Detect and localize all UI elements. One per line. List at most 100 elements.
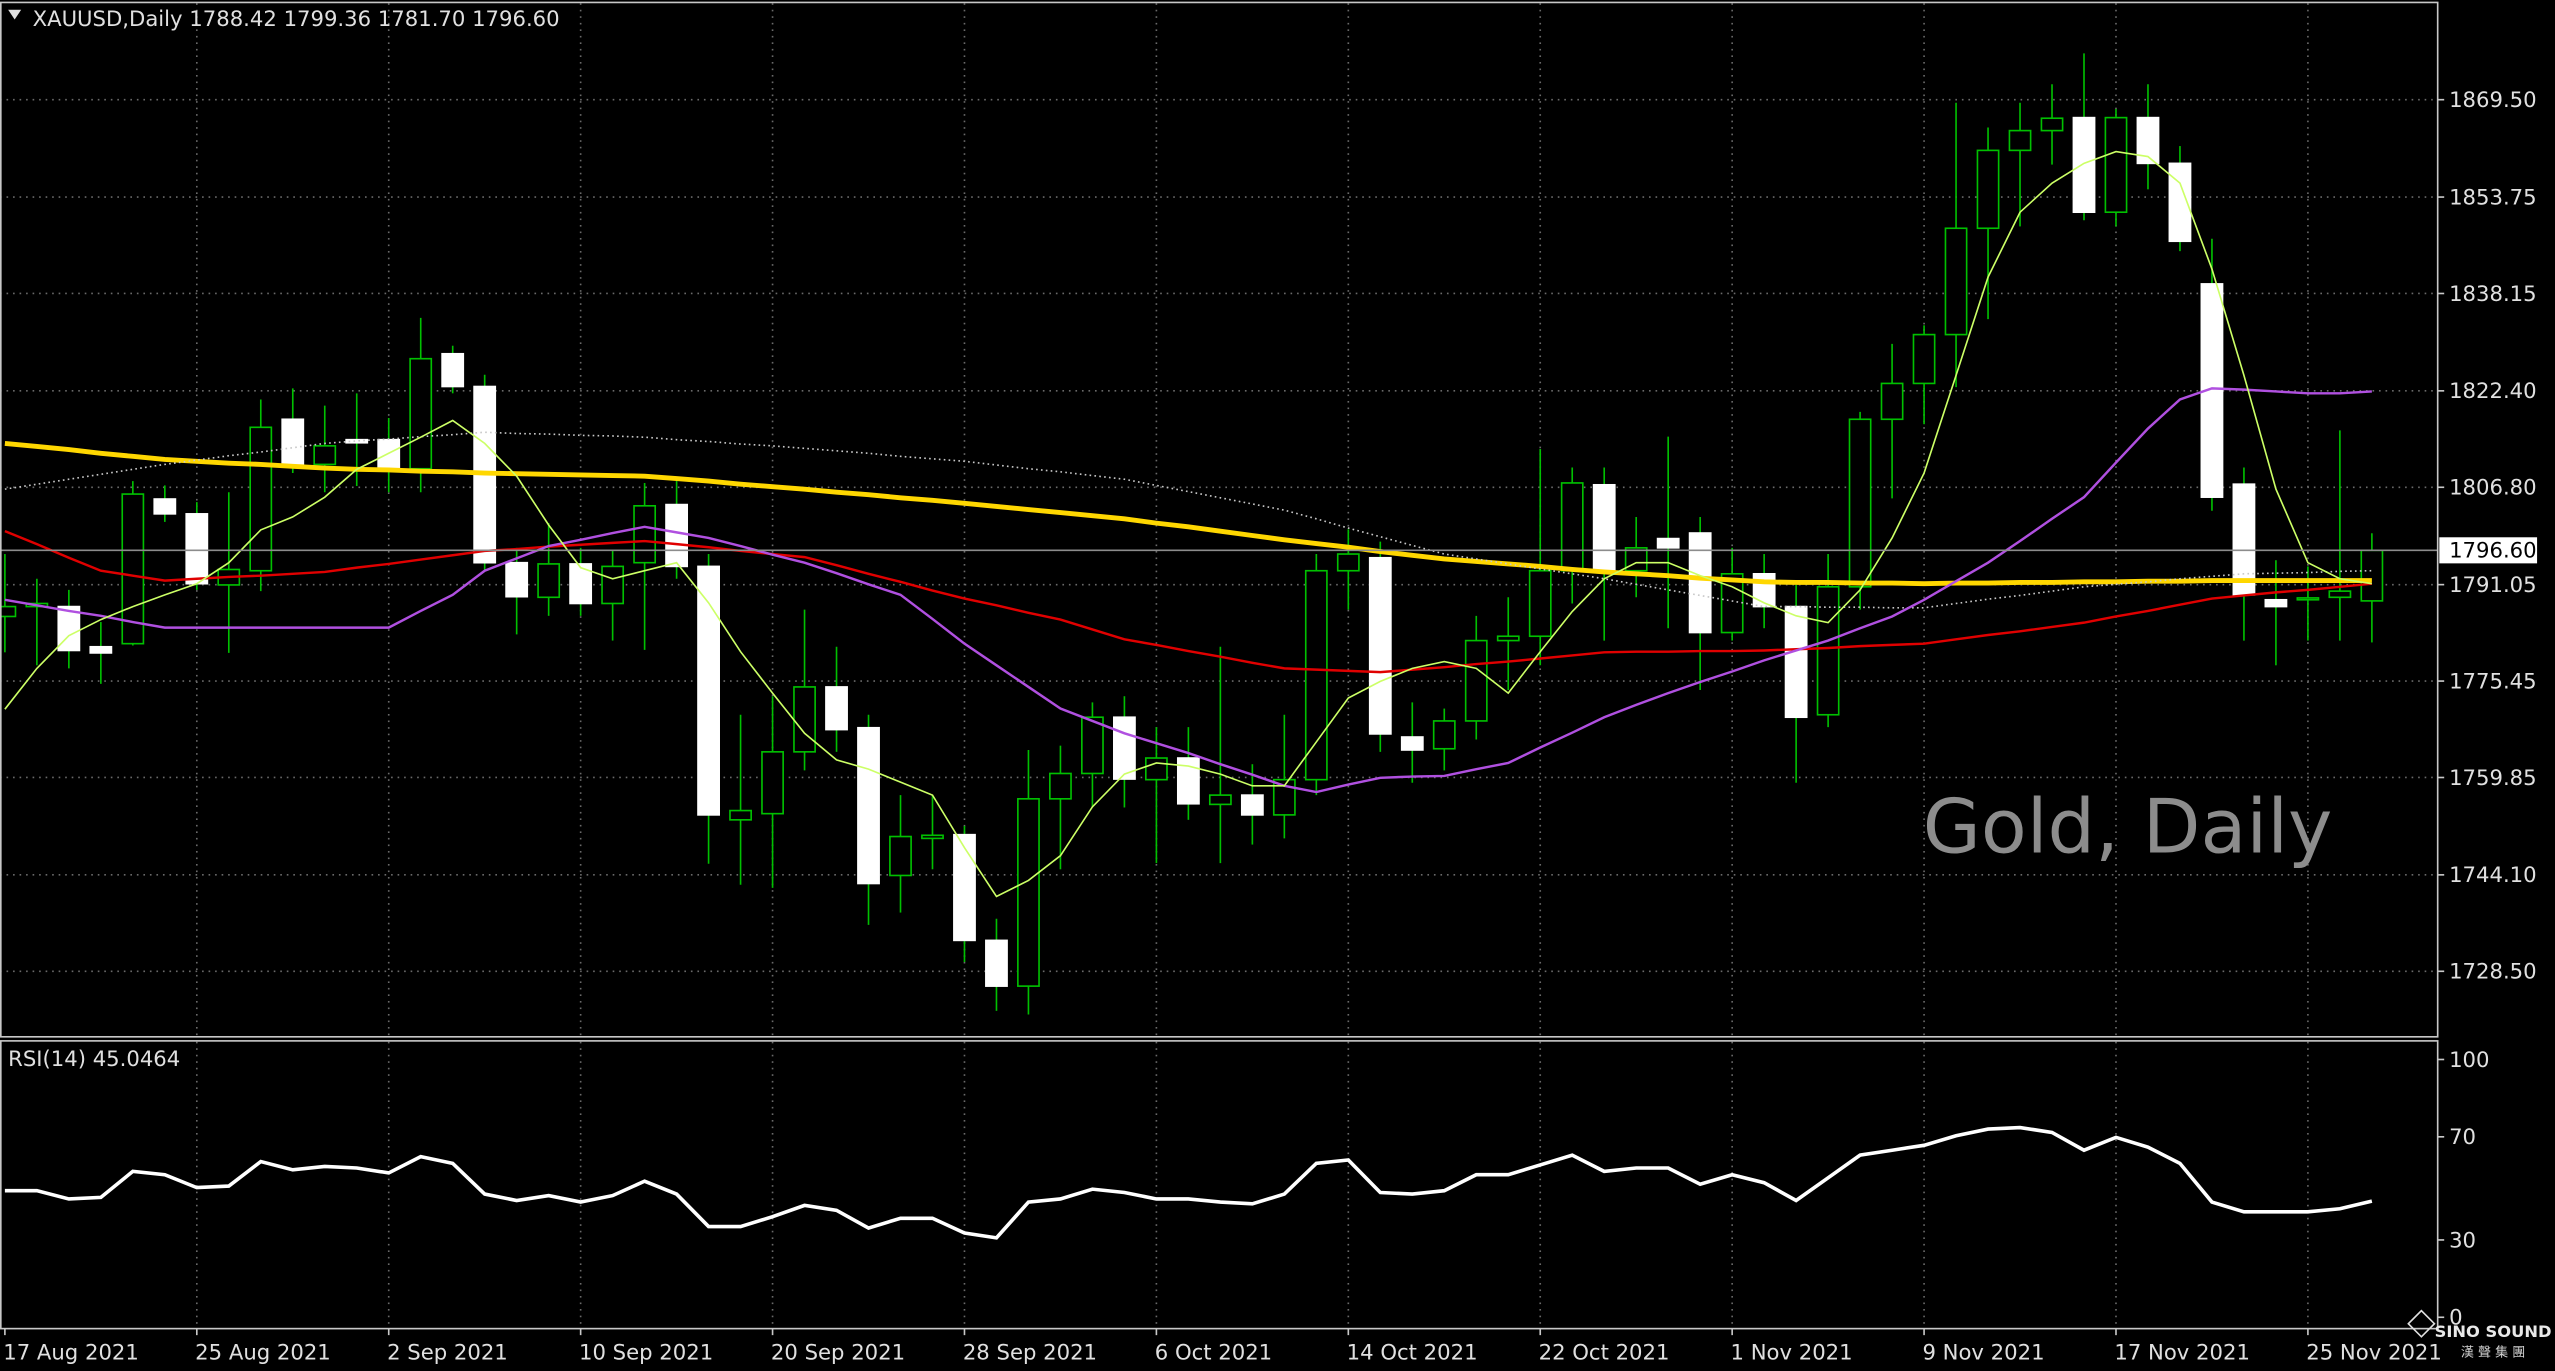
candle-body <box>1816 585 1840 716</box>
candle-body <box>121 493 145 645</box>
x-tick-label: 28 Sep 2021 <box>963 1340 1097 1365</box>
candle-body <box>1176 757 1200 805</box>
candle-body <box>569 563 593 605</box>
candle-body <box>889 835 912 877</box>
price-plot <box>0 53 2438 1015</box>
rsi-title: RSI(14) 45.0464 <box>8 1046 180 1071</box>
y-tick-label: 70 <box>2449 1124 2476 1149</box>
candle-body <box>1688 532 1712 634</box>
y-tick-label: 1791.05 <box>2449 572 2537 597</box>
logo-name: SINO SOUND <box>2435 1322 2552 1341</box>
candle-body <box>1336 553 1360 572</box>
price-panel-frame <box>0 1 2439 1038</box>
candle-body <box>2168 162 2192 243</box>
candle-body <box>1784 605 1808 719</box>
candle-body <box>1944 227 1968 336</box>
moving-average-line <box>4 150 2373 898</box>
candle-body <box>953 833 976 942</box>
candle-body <box>1496 635 1520 642</box>
candle-body <box>1049 772 1072 800</box>
candle-body <box>1304 569 1328 781</box>
x-tick-label: 20 Sep 2021 <box>771 1340 905 1365</box>
candle-body <box>1081 716 1104 775</box>
candle-body <box>985 939 1008 987</box>
rsi-line <box>4 1125 2373 1240</box>
candle-body <box>921 834 944 840</box>
x-tick-label: 6 Oct 2021 <box>1155 1340 1272 1365</box>
x-tick-label: 17 Nov 2021 <box>2114 1340 2250 1365</box>
candle-body <box>345 438 369 444</box>
candle-body <box>1144 757 1168 781</box>
candle-body <box>1880 382 1904 421</box>
y-tick-label: 0 <box>2449 1305 2462 1330</box>
candle-body <box>1017 798 1040 987</box>
candle-body <box>1432 720 1456 750</box>
moving-average-line <box>4 530 2372 674</box>
candle-body <box>1464 639 1488 722</box>
collapse-icon <box>8 9 22 20</box>
logo-subtitle: 漢 聲 集 團 <box>2461 1344 2525 1360</box>
y-tick-label: 1728.50 <box>2449 959 2537 984</box>
x-tick-label: 14 Oct 2021 <box>1347 1340 1478 1365</box>
rsi-plot <box>4 1125 2373 1240</box>
candle-body <box>1560 482 1584 572</box>
candle-body <box>2072 116 2096 214</box>
candle-body <box>313 445 337 466</box>
candle-body <box>1592 483 1616 572</box>
candle-body <box>1240 794 1264 816</box>
candle-body <box>601 565 625 605</box>
y-tick-label: 1869.50 <box>2449 87 2537 112</box>
y-tick-label: 1838.15 <box>2449 281 2537 306</box>
candle-body <box>1272 778 1296 816</box>
candle-body <box>2328 590 2352 599</box>
chart-title: XAUUSD,Daily 1788.42 1799.36 1781.70 179… <box>33 6 560 31</box>
candle-body <box>1752 572 1776 608</box>
candle-body <box>505 561 529 598</box>
candle-body <box>537 563 561 599</box>
y-tick-label: 1744.10 <box>2449 862 2537 887</box>
candle-body <box>1912 333 1936 385</box>
candle-body <box>857 726 880 885</box>
x-tick-label: 17 Aug 2021 <box>3 1340 139 1365</box>
axis-layer: 17 Aug 2021 25 Aug 2021 2 Sep 2021 10 Sep 2… <box>3 87 2538 1365</box>
candle-body <box>2200 283 2224 498</box>
candle-body <box>1208 794 1232 806</box>
candle-body <box>185 513 209 585</box>
candle-body <box>89 645 113 654</box>
y-tick-label: 1822.40 <box>2449 378 2537 403</box>
candle-body <box>2360 549 2384 602</box>
x-tick-label: 25 Nov 2021 <box>2306 1340 2442 1365</box>
candle-body <box>153 498 177 515</box>
candle-body <box>825 686 848 731</box>
candle-body <box>409 357 433 470</box>
last-price-label: 1796.60 <box>2449 538 2537 563</box>
moving-average-line <box>4 440 2372 587</box>
candle-body <box>1400 736 1424 751</box>
candle-body <box>57 605 81 652</box>
candle-body <box>1368 556 1392 735</box>
y-tick-label: 1806.80 <box>2449 475 2537 500</box>
candle-body <box>633 505 657 564</box>
candle-body <box>1976 149 2000 230</box>
y-tick-label: 100 <box>2449 1047 2489 1072</box>
candle-body <box>249 426 273 572</box>
y-tick-label: 1853.75 <box>2449 184 2537 209</box>
y-tick-label: 1775.45 <box>2449 668 2537 693</box>
candle-body <box>793 686 816 753</box>
watermark: Gold, Daily <box>1923 783 2333 871</box>
candle-body <box>761 751 784 815</box>
candle-body <box>697 565 720 816</box>
x-tick-label: 2 Sep 2021 <box>387 1340 508 1365</box>
candle-body <box>2136 116 2160 165</box>
candle-body <box>2296 597 2320 601</box>
candle-body <box>2008 129 2032 152</box>
candle-body <box>2040 117 2064 132</box>
x-tick-label: 10 Sep 2021 <box>579 1340 713 1365</box>
last-price-box <box>2439 537 2538 564</box>
candle-body <box>1656 537 1680 549</box>
candle-body <box>1113 716 1136 780</box>
y-tick-label: 1759.85 <box>2449 765 2537 790</box>
candle-body <box>2104 116 2128 214</box>
